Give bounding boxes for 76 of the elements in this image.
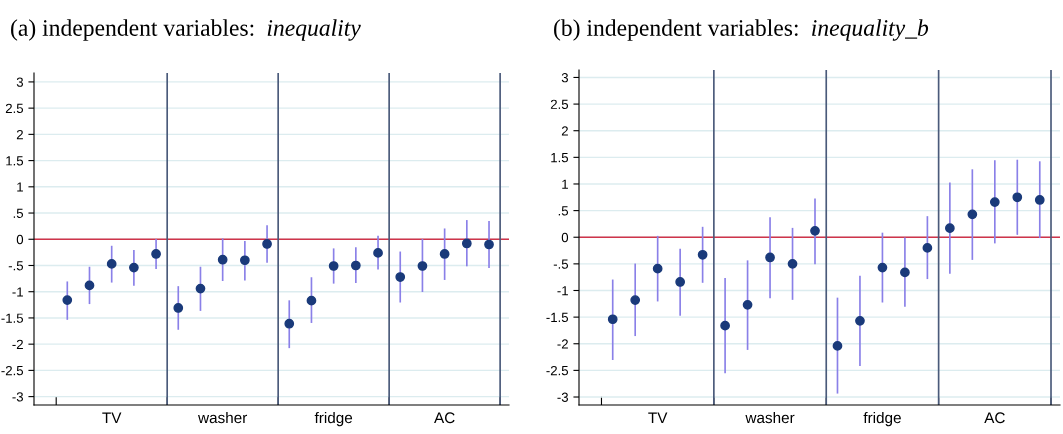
y-tick-label: -2.5 [546,365,569,376]
point [195,283,206,294]
point [630,295,641,305]
point [922,243,933,253]
y-tick-label: -.5 [553,259,569,269]
point [765,252,775,263]
point [1012,192,1023,203]
point [720,320,730,331]
y-tick-label: 1.5 [6,156,24,166]
point [262,239,272,249]
y-tick-label: 3 [16,77,23,87]
y-tick-label: 0 [561,232,569,243]
y-tick-label: .5 [558,206,569,216]
point [129,262,139,273]
x-tick-label: TV [102,412,122,424]
point [373,248,383,258]
point [989,197,1000,207]
y-tick-label: -2 [12,339,23,349]
x-tick-label: TV [648,412,668,424]
point [855,315,865,326]
point [217,254,228,265]
point [877,262,888,273]
x-tick-label: fridge [314,411,353,427]
point [900,267,910,278]
chart-title: (a) independent variables: inequality [11,19,361,41]
point [945,223,955,234]
y-tick-label: -2 [557,339,568,349]
y-tick-label: 1 [17,182,23,192]
point [106,259,117,269]
y-tick-label: 2 [16,129,23,140]
y-tick-label: 0 [16,234,24,245]
y-tick-label: -3 [557,392,568,402]
point [84,280,95,291]
y-tick-label: 3 [561,73,568,83]
point [967,209,978,220]
point [787,259,798,269]
point [832,341,843,351]
point [350,260,361,271]
point [675,277,686,287]
y-tick-label: -3 [12,392,23,402]
y-tick-label: -1.5 [546,312,569,323]
chart-title: (b) independent variables: inequality_b [554,19,929,41]
y-tick-label: 1 [562,179,568,189]
point [484,239,494,250]
y-tick-label: -.5 [8,261,24,271]
point [62,295,73,305]
point [439,249,450,259]
x-tick-label: washer [198,411,248,424]
point [284,318,295,329]
point [1034,195,1045,205]
y-tick-label: -2.5 [1,365,24,376]
y-tick-label: 2 [561,126,568,136]
point [173,303,184,313]
y-tick-label: -1.5 [1,313,24,323]
x-tick-label: AC [984,412,1005,424]
x-tick-label: fridge [863,411,901,427]
y-tick-label: 1.5 [551,153,569,163]
point [461,238,472,249]
point [742,300,753,310]
y-tick-label: 2.5 [5,103,24,114]
point [810,225,820,236]
point [395,272,406,282]
y-tick-label: -1 [557,286,568,296]
point [607,314,618,325]
point [306,295,317,306]
point [417,261,428,271]
point [240,255,250,266]
y-tick-label: 2.5 [550,99,569,109]
x-tick-label: AC [434,412,455,424]
x-tick-label: washer [745,411,795,424]
y-tick-label: .5 [13,208,24,218]
point [697,249,708,260]
point [151,249,161,259]
point [652,263,663,274]
point [328,261,339,271]
y-tick-label: -1 [12,287,23,297]
